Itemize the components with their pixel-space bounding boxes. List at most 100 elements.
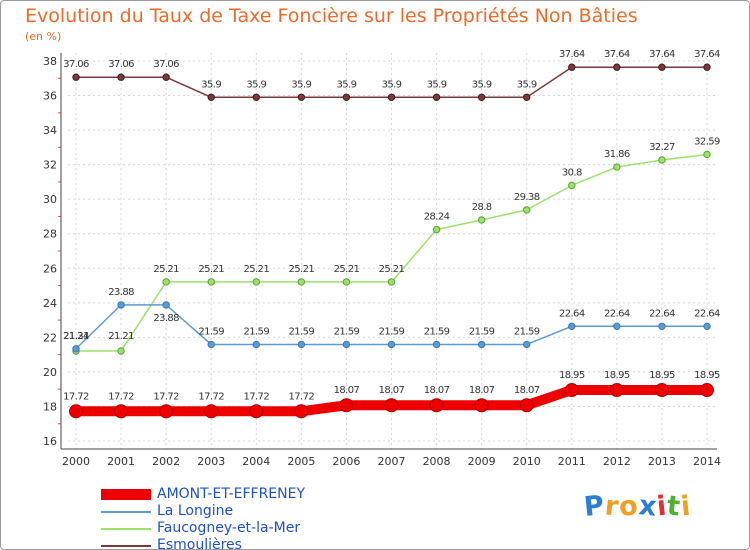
data-point (297, 93, 306, 101)
data-label: 22.64 (649, 308, 675, 319)
data-point (339, 398, 354, 413)
x-tick-label: 2008 (423, 455, 451, 468)
data-label: 25.21 (243, 264, 269, 275)
axis-layer: 16 18 20 22 24 26 28 30 32 34 36 38 2000 2001 2002 2003… (43, 53, 721, 468)
data-label: 21.21 (63, 331, 89, 342)
y-tick-label: 28 (43, 228, 57, 241)
data-point (207, 278, 215, 286)
data-point (703, 150, 711, 159)
data-label: 37.64 (694, 49, 720, 60)
data-label: 29.38 (514, 192, 540, 203)
y-tick-label: 30 (43, 193, 57, 206)
data-point (72, 345, 80, 353)
y-tick-label: 34 (43, 124, 57, 137)
legend: AMONT-ET-EFFRENEY La Longine Faucogney-et-… (101, 486, 305, 549)
data-label: 25.21 (198, 264, 224, 275)
legend-swatch (101, 544, 151, 547)
data-label: 37.64 (649, 49, 675, 60)
data-point (162, 301, 170, 309)
x-tick-label: 2009 (468, 455, 496, 468)
data-point (207, 93, 215, 101)
y-tick-label: 36 (43, 90, 57, 103)
data-label: 37.64 (604, 49, 630, 60)
data-point (297, 340, 306, 349)
data-label: 35.9 (472, 79, 492, 90)
data-point (523, 340, 531, 349)
data-label: 22.64 (694, 308, 720, 319)
x-tick-label: 2014 (693, 455, 721, 468)
data-point (429, 398, 444, 413)
chart-subtitle: (en %) (25, 30, 62, 43)
data-point (700, 383, 714, 398)
data-label: 23.88 (108, 287, 134, 298)
data-point (477, 216, 486, 224)
data-point (294, 404, 309, 419)
data-label: 21.21 (108, 331, 134, 342)
series-layer (69, 63, 714, 419)
data-point (117, 73, 125, 81)
data-label: 17.72 (63, 391, 89, 402)
data-point (159, 404, 174, 419)
data-label: 37.06 (63, 59, 89, 70)
data-point (703, 322, 711, 331)
data-label: 25.21 (334, 264, 360, 275)
x-tick-label: 2000 (62, 455, 90, 468)
data-label: 21.59 (514, 326, 540, 337)
data-label: 22.64 (559, 308, 585, 319)
grid-layer (68, 53, 715, 449)
y-tick-label: 38 (43, 55, 57, 68)
data-label: 21.59 (198, 326, 224, 337)
data-label: 35.9 (201, 79, 221, 90)
data-label: 21.59 (243, 326, 269, 337)
data-point (297, 278, 306, 286)
x-tick-label: 2013 (648, 455, 676, 468)
data-label: 35.9 (246, 79, 266, 90)
data-label: 18.07 (514, 385, 540, 396)
y-tick-label: 20 (43, 366, 57, 379)
data-label: 21.59 (469, 326, 495, 337)
y-tick-label: 32 (43, 159, 57, 172)
data-label: 25.21 (379, 264, 405, 275)
data-point (117, 301, 125, 309)
data-point (613, 163, 621, 171)
data-point (342, 278, 351, 286)
data-label: 31.86 (604, 149, 630, 160)
data-point (249, 404, 264, 419)
data-point (432, 225, 441, 234)
proxiti-logo: Proxiti (582, 490, 694, 523)
x-tick-label: 2007 (378, 455, 406, 468)
y-tick-label: 22 (43, 331, 57, 344)
data-label: 17.72 (153, 391, 179, 402)
data-point (204, 404, 219, 419)
data-label: 18.07 (424, 385, 450, 396)
x-tick-label: 2010 (513, 455, 541, 468)
data-label: 35.9 (291, 79, 311, 90)
data-label: 35.9 (427, 79, 447, 90)
data-point (114, 404, 129, 419)
data-point (162, 73, 170, 81)
data-point (72, 73, 80, 81)
data-point (523, 206, 531, 214)
data-point (654, 383, 669, 398)
data-point (432, 93, 441, 101)
data-label: 21.59 (334, 326, 360, 337)
data-point (162, 278, 170, 286)
data-label: 30.8 (562, 167, 582, 178)
data-point (568, 181, 576, 190)
logo-letter: i (679, 490, 694, 523)
data-point (117, 347, 125, 355)
data-point (384, 398, 399, 413)
data-label: 18.07 (469, 385, 495, 396)
x-tick-label: 2004 (242, 455, 270, 468)
data-label: 35.9 (336, 79, 356, 90)
data-point (477, 93, 486, 101)
data-point (432, 340, 441, 349)
data-label: 22.64 (604, 308, 630, 319)
legend-item: La Longine (101, 503, 305, 520)
legend-swatch (101, 510, 151, 513)
data-label: 18.95 (694, 370, 720, 381)
data-point (658, 63, 666, 71)
data-point (613, 322, 621, 331)
data-point (564, 383, 579, 398)
data-point (477, 340, 486, 349)
